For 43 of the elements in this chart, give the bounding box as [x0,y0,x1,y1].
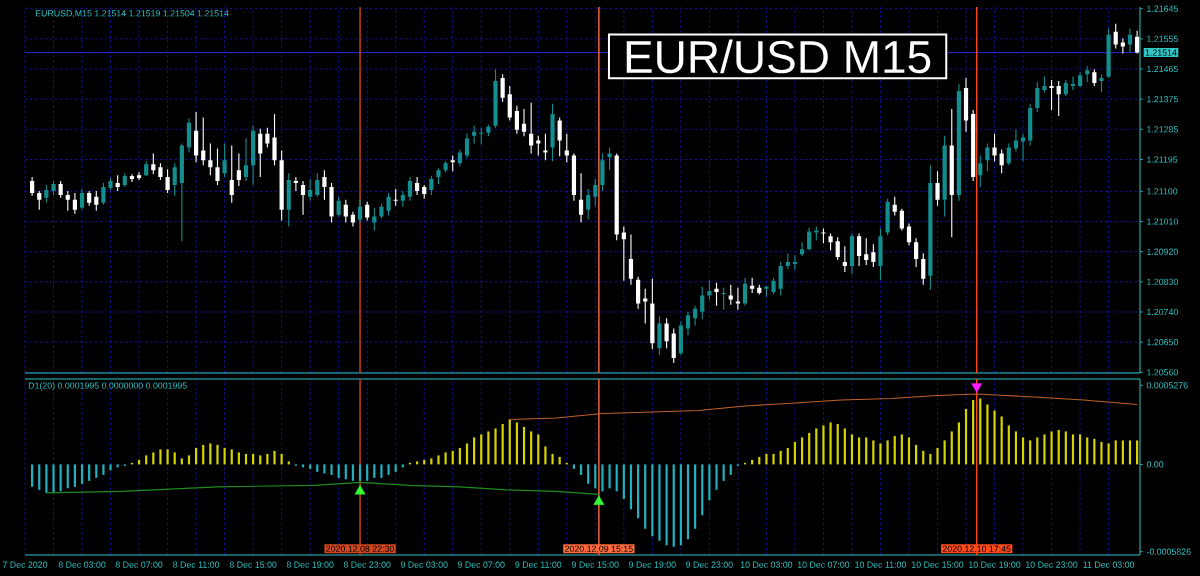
ref-line-label: 2020.12.10 17:45 [942,545,1011,552]
x-tick-label: 9 Dec 23:00 [686,561,733,568]
y-tick-label: 0.00 [1146,461,1164,468]
y-tick-label: 1.20830 [1147,278,1178,285]
x-tick-label: 10 Dec 03:00 [740,561,793,568]
x-tick-label: 8 Dec 19:00 [286,561,334,568]
y-tick-label: 0.0005276 [1146,382,1188,389]
x-tick-label: 10 Dec 19:00 [969,561,1021,568]
y-tick-label: 1.20560 [1147,369,1178,376]
x-tick-label: 9 Dec 11:00 [515,561,562,568]
annotation: D1(20) 0.0001995 0.0000000 0.0001995 [28,382,187,391]
x-tick-label: 8 Dec 23:00 [343,561,391,568]
y-tick-label: 1.21555 [1147,35,1178,42]
x-tick-label: 9 Dec 15:00 [572,561,619,568]
x-tick-label: 9 Dec 03:00 [400,561,448,568]
y-tick-label: 1.21010 [1147,218,1178,225]
x-tick-label: 9 Dec 19:00 [629,561,676,568]
y-tick-label: 1.21465 [1147,65,1178,73]
y-tick-label: 1.21285 [1147,126,1178,133]
y-tick-label: 1.21100 [1147,188,1178,195]
annotation: EURUSD,M15 1.21514 1.21519 1.21504 1.21514 [35,10,229,18]
x-tick-label: 8 Dec 11:00 [173,561,220,568]
x-tick-label: 10 Dec 11:00 [855,561,906,568]
ref-line-label: 1.21514 [1145,49,1177,56]
y-tick-label: 1.20920 [1147,248,1178,255]
y-tick-label: 1.21195 [1147,156,1178,163]
text: EUR/USD M15 [626,39,931,74]
x-tick-label: 10 Dec 15:00 [912,561,964,568]
y-tick-label: 1.21375 [1147,96,1178,103]
x-tick-label: 10 Dec 07:00 [797,561,850,568]
y-tick-label: 1.20650 [1147,339,1178,346]
ref-line-label: 2020.12.09 15:15 [565,545,633,552]
y-tick-label: 1.21645 [1147,5,1178,12]
x-tick-label: 9 Dec 07:00 [457,561,505,568]
x-tick-label: 8 Dec 03:00 [58,561,106,568]
ref-line-label: 2020.12.08 22:30 [326,545,394,552]
x-tick-label: 8 Dec 07:00 [115,561,163,568]
y-tick-label: -0.0005826 [1146,548,1191,555]
x-tick-label: 10 Dec 23:00 [1026,561,1078,568]
x-tick-label: 7 Dec 2020 [2,561,48,568]
y-tick-label: 1.20740 [1147,308,1178,316]
x-tick-label: 11 Dec 03:00 [1083,561,1135,568]
x-tick-label: 8 Dec 15:00 [229,561,277,568]
